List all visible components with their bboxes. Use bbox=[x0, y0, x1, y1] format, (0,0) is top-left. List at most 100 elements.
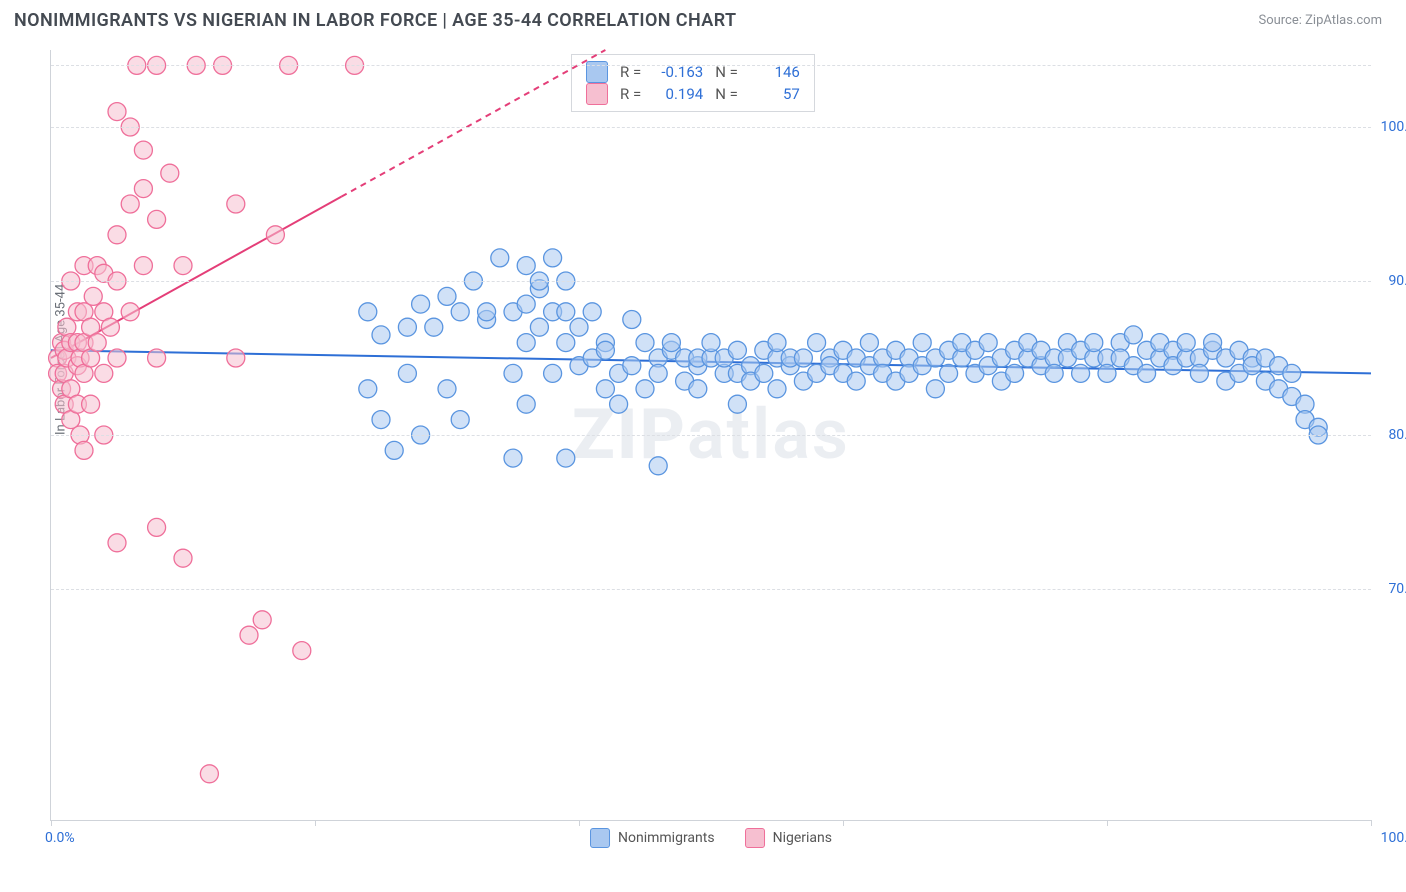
point-nonimmigrant bbox=[1177, 334, 1195, 352]
point-nonimmigrant bbox=[451, 303, 469, 321]
chart-title: NONIMMIGRANTS VS NIGERIAN IN LABOR FORCE… bbox=[14, 10, 736, 31]
point-nigerian bbox=[108, 534, 126, 552]
point-nonimmigrant bbox=[728, 395, 746, 413]
point-nonimmigrant bbox=[359, 303, 377, 321]
point-nonimmigrant bbox=[1138, 364, 1156, 382]
point-nonimmigrant bbox=[1098, 364, 1116, 382]
gridline-h bbox=[51, 435, 1371, 436]
x-tick bbox=[1371, 820, 1372, 826]
point-nigerian bbox=[108, 226, 126, 244]
point-nonimmigrant bbox=[913, 334, 931, 352]
point-nigerian bbox=[161, 164, 179, 182]
point-nonimmigrant bbox=[504, 449, 522, 467]
legend-label-nonimmigrants: Nonimmigrants bbox=[618, 830, 715, 846]
point-nigerian bbox=[108, 103, 126, 121]
point-nonimmigrant bbox=[544, 249, 562, 267]
point-nigerian bbox=[108, 349, 126, 367]
x-tick bbox=[843, 820, 844, 826]
point-nonimmigrant bbox=[596, 341, 614, 359]
point-nonimmigrant bbox=[662, 334, 680, 352]
point-nonimmigrant bbox=[808, 334, 826, 352]
point-nonimmigrant bbox=[398, 318, 416, 336]
point-nonimmigrant bbox=[517, 257, 535, 275]
plot-area: In Labor Force | Age 35-44 ZIPatlas R = … bbox=[50, 50, 1371, 821]
point-nigerian bbox=[101, 318, 119, 336]
point-nonimmigrant bbox=[1072, 364, 1090, 382]
point-nonimmigrant bbox=[1283, 364, 1301, 382]
point-nigerian bbox=[174, 257, 192, 275]
point-nonimmigrant bbox=[438, 380, 456, 398]
point-nonimmigrant bbox=[610, 395, 628, 413]
point-nigerian bbox=[253, 611, 271, 629]
point-nonimmigrant bbox=[728, 341, 746, 359]
point-nonimmigrant bbox=[412, 295, 430, 313]
gridline-h bbox=[51, 127, 1371, 128]
gridline-h bbox=[51, 589, 1371, 590]
point-nonimmigrant bbox=[636, 334, 654, 352]
point-nonimmigrant bbox=[623, 357, 641, 375]
point-nonimmigrant bbox=[702, 334, 720, 352]
point-nonimmigrant bbox=[478, 303, 496, 321]
point-nigerian bbox=[293, 642, 311, 660]
point-nonimmigrant bbox=[504, 364, 522, 382]
legend-swatch-nigerians bbox=[745, 828, 765, 848]
legend-item-nigerians: Nigerians bbox=[745, 828, 832, 848]
point-nonimmigrant bbox=[372, 326, 390, 344]
gridline-h bbox=[51, 281, 1371, 282]
chart-header: NONIMMIGRANTS VS NIGERIAN IN LABOR FORCE… bbox=[0, 0, 1406, 37]
point-nonimmigrant bbox=[755, 364, 773, 382]
series-legend: Nonimmigrants Nigerians bbox=[590, 828, 832, 848]
point-nonimmigrant bbox=[544, 364, 562, 382]
y-tick-label: 100.0% bbox=[1381, 119, 1406, 135]
point-nonimmigrant bbox=[1045, 364, 1063, 382]
point-nonimmigrant bbox=[557, 334, 575, 352]
point-nigerian bbox=[82, 395, 100, 413]
point-nigerian bbox=[200, 765, 218, 783]
point-nigerian bbox=[240, 626, 258, 644]
point-nonimmigrant bbox=[860, 334, 878, 352]
point-nigerian bbox=[227, 349, 245, 367]
point-nigerian bbox=[84, 287, 102, 305]
point-nonimmigrant bbox=[570, 318, 588, 336]
point-nonimmigrant bbox=[649, 457, 667, 475]
point-nonimmigrant bbox=[689, 380, 707, 398]
point-nonimmigrant bbox=[596, 380, 614, 398]
point-nonimmigrant bbox=[1204, 334, 1222, 352]
legend-swatch-nonimmigrants bbox=[590, 828, 610, 848]
point-nigerian bbox=[88, 334, 106, 352]
point-nigerian bbox=[134, 257, 152, 275]
point-nonimmigrant bbox=[1006, 364, 1024, 382]
point-nonimmigrant bbox=[530, 318, 548, 336]
point-nigerian bbox=[227, 195, 245, 213]
point-nigerian bbox=[95, 364, 113, 382]
point-nonimmigrant bbox=[1190, 364, 1208, 382]
trendline-nigerians-dashed bbox=[341, 50, 605, 197]
chart-source: Source: ZipAtlas.com bbox=[1258, 13, 1382, 28]
point-nigerian bbox=[266, 226, 284, 244]
point-nonimmigrant bbox=[451, 411, 469, 429]
point-nonimmigrant bbox=[794, 349, 812, 367]
legend-item-nonimmigrants: Nonimmigrants bbox=[590, 828, 715, 848]
point-nonimmigrant bbox=[517, 395, 535, 413]
x-tick bbox=[315, 820, 316, 826]
point-nigerian bbox=[148, 210, 166, 228]
point-nonimmigrant bbox=[1085, 334, 1103, 352]
x-tick bbox=[51, 820, 52, 826]
point-nigerian bbox=[75, 441, 93, 459]
point-nigerian bbox=[174, 549, 192, 567]
y-tick-label: 90.0% bbox=[1388, 273, 1406, 289]
point-nonimmigrant bbox=[557, 303, 575, 321]
legend-label-nigerians: Nigerians bbox=[773, 830, 832, 846]
point-nigerian bbox=[121, 195, 139, 213]
point-nonimmigrant bbox=[359, 380, 377, 398]
point-nigerian bbox=[148, 518, 166, 536]
x-tick bbox=[579, 820, 580, 826]
gridline-h bbox=[51, 65, 1371, 66]
point-nonimmigrant bbox=[768, 380, 786, 398]
point-nonimmigrant bbox=[557, 449, 575, 467]
point-nonimmigrant bbox=[372, 411, 390, 429]
point-nigerian bbox=[134, 141, 152, 159]
point-nonimmigrant bbox=[979, 334, 997, 352]
y-tick-label: 80.0% bbox=[1388, 427, 1406, 443]
point-nigerian bbox=[121, 303, 139, 321]
